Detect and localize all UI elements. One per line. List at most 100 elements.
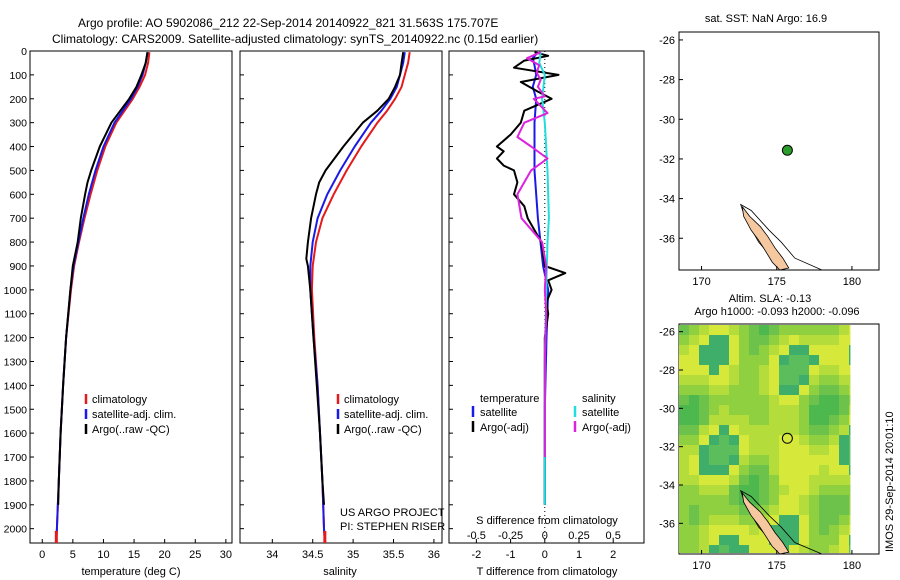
map-y-tick: -32: [659, 154, 675, 166]
depth-tick-label: 500: [9, 165, 27, 177]
map-y-tick: -36: [659, 518, 675, 530]
depth-tick-label: 1000: [4, 285, 28, 297]
depth-tick-label: 400: [9, 142, 27, 154]
header-line-2: Climatology: CARS2009. Satellite-adjuste…: [52, 32, 538, 46]
map-x-tick: 170: [692, 560, 710, 572]
legend-salinity-title: salinity: [582, 393, 616, 405]
legend-sal-satellite: satellite: [582, 407, 619, 419]
x-tick-label: 2: [610, 549, 616, 561]
map-ticks: 170 175 180 -26 -28 -30 -32 -34 -36 170 175 180 -26 -…: [659, 35, 861, 572]
legend-satellite: satellite-adj. clim.: [344, 409, 428, 421]
x-tick-label: 30: [220, 549, 232, 561]
legend-climatology: climatology: [344, 394, 400, 406]
map-y-tick: -36: [659, 233, 675, 245]
sla-map-content: [679, 325, 851, 555]
depth-tick-label: 2000: [4, 524, 28, 536]
depth-tick-label: 1300: [4, 356, 28, 368]
legend-argo: Argo(..raw -QC): [92, 424, 170, 436]
map-y-tick: -34: [659, 480, 675, 492]
salinity-panel: [239, 50, 443, 544]
s-diff-tick-label: 0.25: [568, 530, 589, 542]
map-y-tick: -34: [659, 194, 675, 206]
argo-position-marker: [781, 144, 793, 156]
map-y-tick: -30: [659, 403, 675, 415]
legend-argo: Argo(..raw -QC): [344, 424, 422, 436]
x-tick-label: 36: [428, 549, 440, 561]
sla-map-subtitle: Argo h1000: -0.093 h2000: -0.096: [694, 306, 859, 318]
x-tick-label: 25: [189, 549, 201, 561]
depth-tick-label: 1500: [4, 404, 28, 416]
legend-sal-argo: Argo(-adj): [582, 422, 631, 434]
map-y-tick: -26: [659, 327, 675, 339]
map-y-tick: -32: [659, 442, 675, 454]
depth-tick-label: 1700: [4, 452, 28, 464]
credit-line-1: US ARGO PROJECT: [340, 507, 445, 519]
salinity-legend: climatology satellite-adj. clim. Argo(..…: [336, 394, 428, 436]
temperature-legend: climatology satellite-adj. clim. Argo(..…: [84, 394, 176, 436]
x-tick-label: -2: [471, 549, 481, 561]
map-x-tick: 180: [843, 276, 861, 288]
x-tick-label: 0: [542, 549, 548, 561]
x-tick-label: 5: [70, 549, 76, 561]
x-tick-label: 34: [266, 549, 278, 561]
depth-tick-label: 1900: [4, 500, 28, 512]
s-diff-tick-label: 0: [542, 530, 548, 542]
legend-temp-satellite: satellite: [480, 407, 517, 419]
legend-climatology: climatology: [92, 394, 148, 406]
x-tick-label: -1: [506, 549, 516, 561]
footer-stamp: IMOS 29-Sep-2014 20:01:10: [884, 411, 896, 552]
legend-temperature-title: temperature: [480, 393, 539, 405]
depth-axis: 0 100 200 300 400 500 600 700 800 900 1000 1100 1200…: [4, 46, 453, 536]
sst-map-title: sat. SST: NaN Argo: 16.9: [705, 13, 827, 25]
difference-legend: temperature satellite Argo(-adj) salinit…: [471, 393, 631, 434]
map-x-tick: 175: [768, 560, 786, 572]
depth-tick-label: 1800: [4, 476, 28, 488]
legend-temp-argo: Argo(-adj): [480, 422, 529, 434]
s-diff-tick-label: 0.5: [606, 530, 621, 542]
depth-tick-label: 1600: [4, 428, 28, 440]
depth-tick-label: 300: [9, 118, 27, 130]
x-tick-label: 15: [128, 549, 140, 561]
x-tick-label: 0: [39, 549, 45, 561]
map-y-tick: -28: [659, 365, 675, 377]
map-y-tick: -28: [659, 75, 675, 87]
salinity-diff-ticks: -0.5 -0.25 0 0.25 0.5: [467, 530, 621, 542]
x-tick-label: 35.5: [383, 549, 404, 561]
series-line-1-2: [305, 52, 405, 505]
s-diff-tick-label: -0.5: [467, 530, 486, 542]
difference-panel: [448, 50, 645, 544]
depth-tick-label: 1200: [4, 333, 28, 345]
x-tick-label: 10: [97, 549, 109, 561]
depth-tick-label: 1400: [4, 380, 28, 392]
depth-tick-label: 600: [9, 189, 27, 201]
series-line-0-2: [57, 52, 149, 505]
temperature-xlabel: temperature (deg C): [81, 566, 180, 578]
map-x-tick: 170: [692, 276, 710, 288]
depth-tick-label: 700: [9, 213, 27, 225]
x-tick-label: 34.5: [302, 549, 323, 561]
x-tick-label: 35: [347, 549, 359, 561]
depth-tick-label: 100: [9, 70, 27, 82]
x-tick-label: 20: [159, 549, 171, 561]
series-layer: [54, 51, 567, 543]
depth-tick-label: 1100: [4, 309, 27, 321]
difference-top-label: S difference from climatology: [476, 515, 618, 527]
sst-map-content: [740, 144, 823, 271]
salinity-xlabel: salinity: [323, 566, 357, 578]
legend-satellite: satellite-adj. clim.: [92, 409, 176, 421]
series-line-1-1: [309, 52, 406, 541]
series-line-2-3: [516, 51, 549, 457]
x-tick-layer: 0 5 10 15 20 25 30 34 34.5 35 35.5 36 -2 -1 0 1 2: [39, 539, 616, 561]
argo-position-marker: [781, 432, 793, 444]
depth-tick-label: 200: [9, 94, 27, 106]
map-x-tick: 180: [843, 560, 861, 572]
header-line-1: Argo profile: AO 5902086_212 22-Sep-2014…: [78, 16, 498, 30]
sst-map-frame: [678, 31, 880, 271]
s-diff-tick-label: -0.25: [498, 530, 523, 542]
series-line-2-1: [495, 51, 567, 505]
temperature-panel: [29, 50, 233, 544]
depth-tick-label: 0: [21, 46, 27, 58]
depth-tick-label: 800: [9, 237, 27, 249]
map-x-tick: 175: [768, 276, 786, 288]
credit-line-2: PI: STEPHEN RISER: [340, 521, 445, 533]
